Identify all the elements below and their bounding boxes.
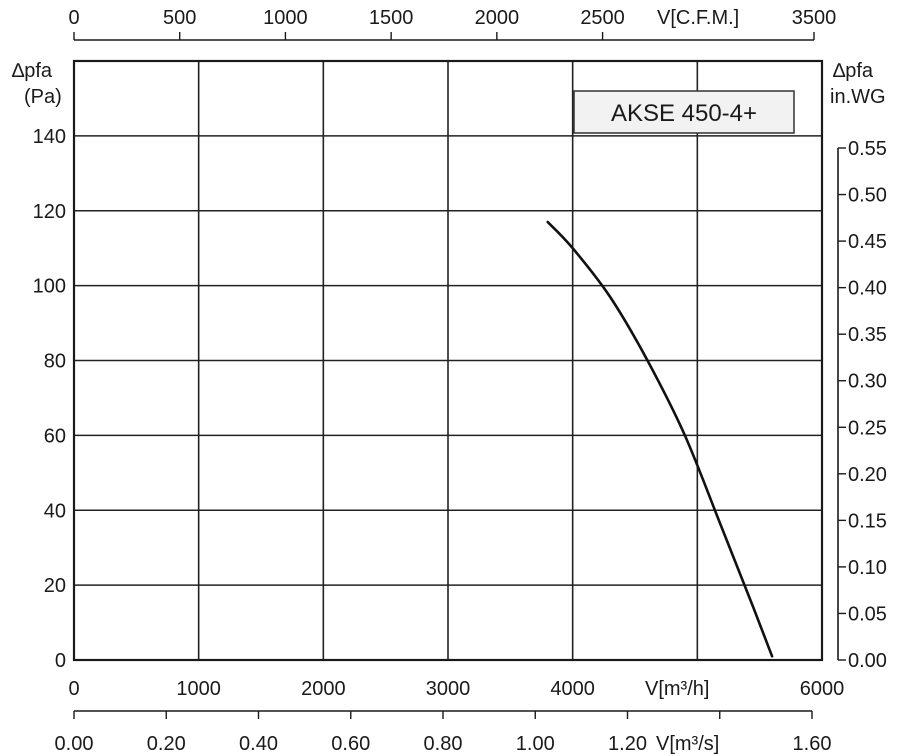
curve-layer — [546, 220, 774, 658]
x-tick-label: 6000 — [800, 678, 845, 700]
model-label-box — [573, 90, 795, 134]
x-tick-label: 3000 — [426, 678, 471, 700]
bottom-axis-tick-label: 0.20 — [147, 733, 186, 754]
grid-lines — [74, 61, 822, 660]
x-axis-unit-label: V[m³/h] — [645, 678, 709, 700]
top-axis-tick-label: 0 — [68, 7, 79, 29]
right-axis-tick-label: 0.55 — [848, 138, 887, 160]
top-axis-tick-label: 3500 — [792, 7, 837, 29]
y-tick-label: 0 — [55, 650, 66, 672]
y-tick-label: 60 — [44, 425, 66, 447]
plot-frame — [72, 59, 824, 662]
y-axis-title: ∆pfa — [12, 60, 53, 82]
y-tick-label: 80 — [44, 351, 66, 373]
bottom-axis-tick-label: 0.40 — [239, 733, 278, 754]
right-axis-tick-label: 0.45 — [848, 231, 887, 253]
bottom-axis-tick-label: 1.60 — [793, 733, 832, 754]
x-tick-label: 1000 — [176, 678, 221, 700]
top-axis-tick-label: 2500 — [580, 7, 625, 29]
x-tick-label: 0 — [68, 678, 79, 700]
bottom-axis-tick-label: 1.20 — [608, 733, 647, 754]
y-tick-label: 100 — [33, 276, 66, 298]
right-axis-unit: in.WG — [830, 86, 886, 108]
top-axis-tick-label: 2000 — [475, 7, 520, 29]
right-axis-tick-label: 0.35 — [848, 324, 887, 346]
y-tick-label: 140 — [33, 126, 66, 148]
model-label: AKSE 450-4+ — [611, 100, 757, 127]
top-axis-tick-label: 1500 — [369, 7, 414, 29]
plot-border — [72, 59, 824, 662]
bottom-axis-tick-label: 0.80 — [424, 733, 463, 754]
series-line — [546, 220, 774, 658]
right-axis-title: ∆pfa — [833, 60, 874, 82]
right-axis-tick-label: 0.40 — [848, 278, 887, 300]
y-axis-unit: (Pa) — [24, 86, 62, 108]
right-axis-tick-label: 0.20 — [848, 464, 887, 486]
y-tick-label: 120 — [33, 201, 66, 223]
bottom-axis-tick-label: 1.00 — [516, 733, 555, 754]
right-axis-tick-label: 0.25 — [848, 417, 887, 439]
bottom-axis-tick-label: 0.00 — [55, 733, 94, 754]
y-tick-label: 20 — [44, 575, 66, 597]
top-axis-tick-label: 1000 — [263, 7, 308, 29]
right-axis-tick-label: 0.10 — [848, 557, 887, 579]
axes: V[C.F.M.] ∆pfa (Pa) ∆pfa in.WG V[m³/h] V… — [12, 7, 887, 754]
top-axis-unit-label: V[C.F.M.] — [657, 7, 739, 29]
top-axis-tick-label: 500 — [163, 7, 196, 29]
x-tick-label: 2000 — [301, 678, 346, 700]
bottom-axis-unit-label: V[m³/s] — [656, 733, 719, 754]
x-tick-label: 4000 — [550, 678, 595, 700]
y-tick-label: 40 — [44, 500, 66, 522]
right-axis-tick-label: 0.15 — [848, 510, 887, 532]
bottom-axis-tick-label: 0.60 — [331, 733, 370, 754]
model-label-badge: AKSE 450-4+ — [573, 90, 795, 134]
right-axis-tick-label: 0.50 — [848, 185, 887, 207]
right-axis-tick-label: 0.05 — [848, 603, 887, 625]
right-axis-tick-label: 0.00 — [848, 650, 887, 672]
right-axis-tick-label: 0.30 — [848, 371, 887, 393]
